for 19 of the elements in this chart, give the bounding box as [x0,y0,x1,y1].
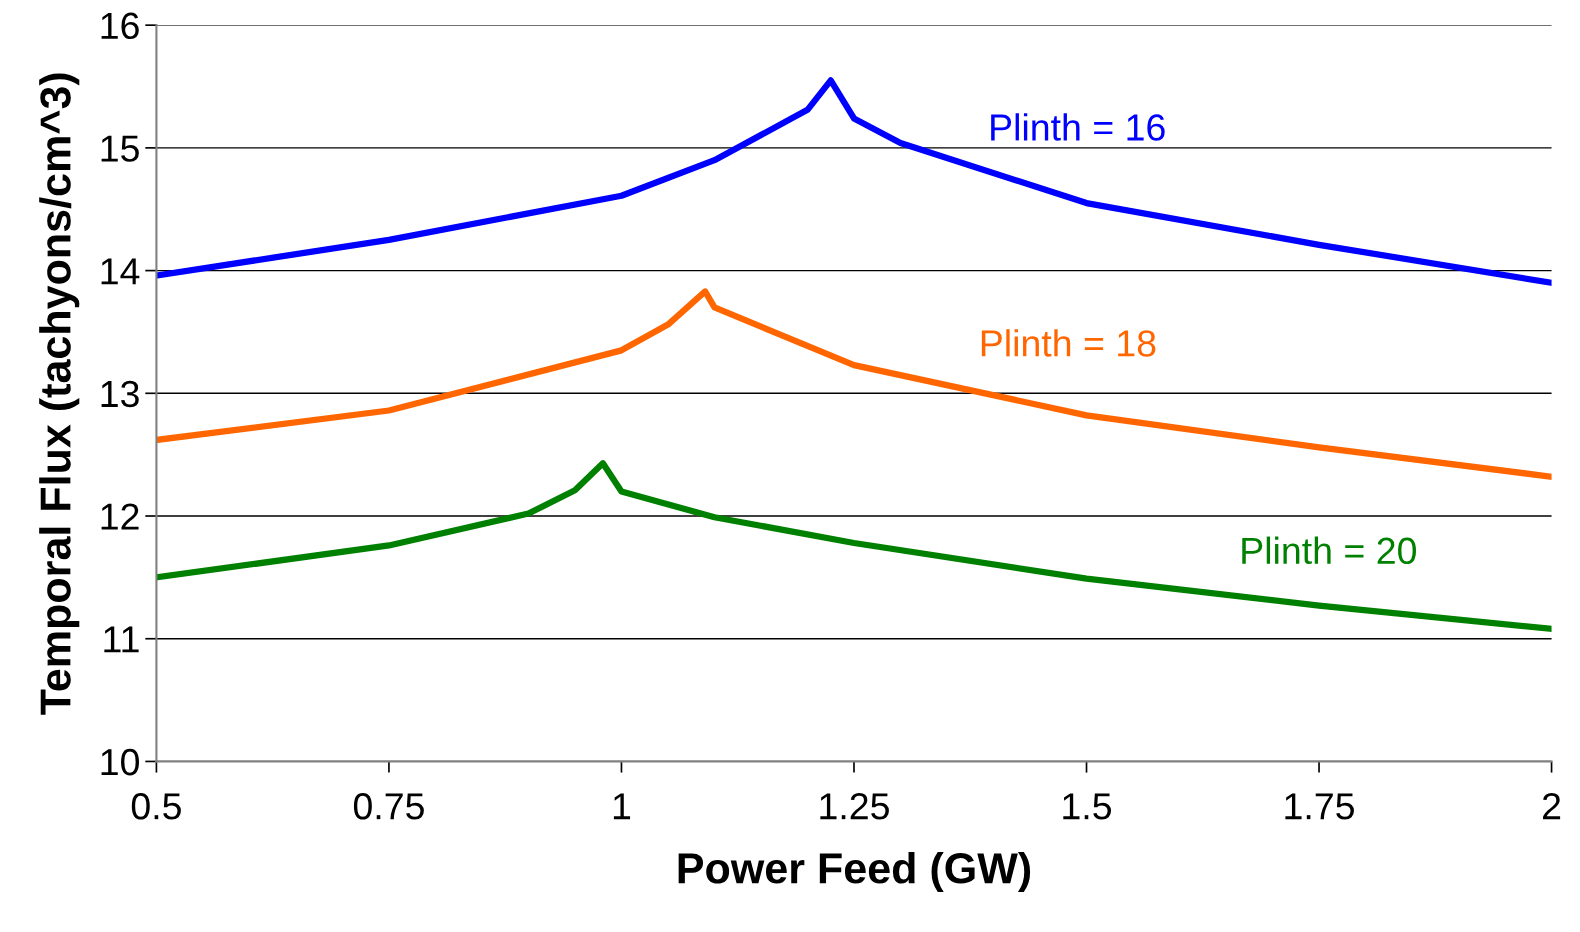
series-label: Plinth = 20 [1242,536,1416,565]
y-tick-label: 10 [101,748,139,776]
x-axis-title: Power Feed (GW) [678,851,1031,893]
y-tick-label: 12 [101,503,139,530]
y-tick-label: 14 [101,258,140,285]
y-tick-label: 15 [101,135,139,162]
x-tick-label: 0.5 [131,792,181,820]
x-tick-label: 2 [1543,792,1561,820]
y-tick-label: 11 [104,626,139,653]
y-tick-label: 13 [101,380,139,408]
series-label: Plinth = 18 [981,329,1156,357]
x-tick-label: 1.25 [820,792,889,820]
y-tick-label: 16 [101,12,139,40]
x-tick-label: 0.75 [353,792,424,820]
x-tick-label: 1.5 [1063,793,1112,820]
y-axis-title: Temporal Flux (tachyons/cm^3) [39,73,80,715]
x-tick-label: 1.75 [1285,793,1354,820]
x-tick-label: 1 [613,793,631,820]
series-label: Plinth = 16 [991,113,1165,141]
